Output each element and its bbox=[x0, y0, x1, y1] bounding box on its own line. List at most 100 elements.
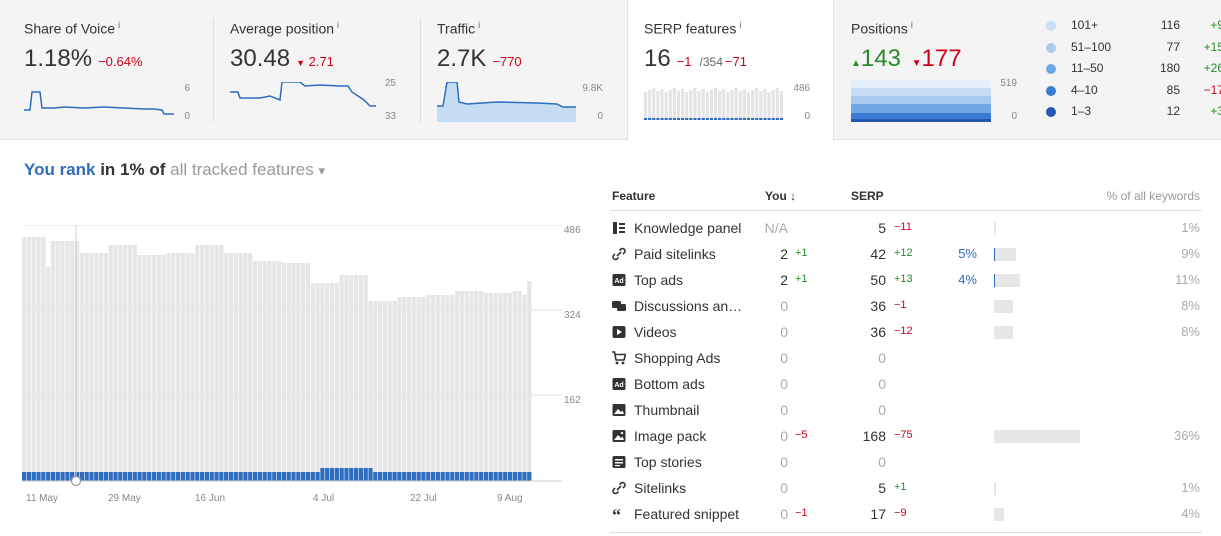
table-row[interactable]: Ad Top ads 2 +1 50 +13 4% 11% bbox=[610, 268, 1202, 294]
legend-item[interactable]: 101+ 116 +9 bbox=[1046, 18, 1221, 40]
you-count: 0 bbox=[780, 428, 788, 444]
you-percent: 4% bbox=[958, 272, 977, 287]
feature-name[interactable]: Knowledge panel bbox=[634, 220, 742, 236]
info-icon[interactable]: i bbox=[478, 20, 481, 30]
feature-name[interactable]: Videos bbox=[634, 324, 677, 340]
share-bar bbox=[994, 300, 1013, 313]
table-row[interactable]: Discussions an… 0 36 −1 8% bbox=[610, 294, 1202, 320]
table-row[interactable]: Thumbnail 0 0 bbox=[610, 398, 1202, 424]
you-rank-bar bbox=[127, 472, 133, 481]
serp-total-bar bbox=[406, 297, 412, 481]
table-row[interactable]: Knowledge panel N/A 5 −11 1% bbox=[610, 216, 1202, 242]
legend-item[interactable]: 11–50 180 +26 bbox=[1046, 61, 1221, 83]
svg-text:Ad: Ad bbox=[614, 382, 623, 389]
serp-delta: +13 bbox=[894, 273, 913, 285]
col-serp-header[interactable]: SERP bbox=[851, 189, 884, 203]
serp-total-bar bbox=[286, 263, 291, 481]
info-icon[interactable]: i bbox=[337, 20, 340, 30]
serp-total-bar bbox=[421, 297, 426, 481]
serp-total-bar bbox=[450, 295, 455, 481]
col-you-header[interactable]: You ↓ bbox=[765, 189, 796, 203]
feature-name[interactable]: Paid sitelinks bbox=[634, 246, 716, 262]
you-delta: −5 bbox=[795, 429, 808, 441]
sov-axis-bottom: 0 bbox=[184, 111, 190, 122]
positions-card[interactable]: Positions i ▲143 ▼177 519 0 bbox=[835, 0, 1221, 140]
table-row[interactable]: Videos 0 36 −12 8% bbox=[610, 320, 1202, 346]
legend-dot bbox=[1046, 64, 1056, 74]
serp-mini-bar bbox=[664, 92, 668, 120]
serp-total-bar bbox=[195, 245, 200, 481]
you-rank-bar bbox=[161, 472, 166, 481]
serp-features-chart[interactable]: 486 324 162 11 May 29 May 16 Jun 4 Jul 22 Jul 9 … bbox=[22, 225, 582, 510]
you-rank-bar bbox=[89, 472, 94, 481]
serp-mini-you-bar bbox=[779, 118, 783, 120]
feature-name[interactable]: Image pack bbox=[634, 428, 707, 444]
feature-name[interactable]: Sitelinks bbox=[634, 480, 687, 496]
table-row[interactable]: “ Featured snippet 0 −1 17 −9 4% bbox=[610, 502, 1202, 528]
you-count: 2 bbox=[780, 246, 788, 262]
traffic-sparkline bbox=[437, 82, 576, 122]
feature-name[interactable]: Bottom ads bbox=[634, 376, 705, 392]
serp-total-bar bbox=[267, 261, 272, 481]
serp-total-bar bbox=[228, 253, 234, 481]
x-tick-label: 9 Aug bbox=[497, 493, 523, 504]
table-row[interactable]: Sitelinks 0 5 +1 1% bbox=[610, 476, 1202, 502]
table-row[interactable]: Paid sitelinks 2 +1 42 +12 5% 9% bbox=[610, 242, 1202, 268]
keyword-percent: 1% bbox=[1181, 480, 1200, 495]
you-rank-bar bbox=[113, 472, 118, 481]
features-filter-label: all tracked features bbox=[170, 160, 314, 179]
feature-name[interactable]: Thumbnail bbox=[634, 402, 700, 418]
share-bar bbox=[994, 430, 1080, 443]
feature-name[interactable]: Discussions an… bbox=[634, 298, 743, 314]
serp-mini-bar bbox=[771, 90, 775, 120]
you-rank-bar bbox=[349, 468, 354, 481]
average-position-card[interactable]: Average position i 30.48 ▼ 2.71 25 33 bbox=[214, 0, 420, 140]
serp-mini-you-bar bbox=[709, 118, 713, 120]
you-rank-bar bbox=[190, 472, 195, 481]
info-icon[interactable]: i bbox=[739, 20, 742, 30]
table-row[interactable]: Ad Bottom ads 0 0 bbox=[610, 372, 1202, 398]
serp-mini-you-bar bbox=[759, 118, 763, 120]
serp-features-card[interactable]: SERP features i 16 −1/354 −71 486 0 bbox=[627, 0, 834, 141]
y-tick-label: 486 bbox=[564, 225, 581, 236]
keyword-percent: 9% bbox=[1181, 246, 1200, 261]
legend-item[interactable]: 1–3 12 +3 bbox=[1046, 104, 1221, 126]
share-of-voice-card[interactable]: Share of Voice i 1.18% −0.64% 6 0 bbox=[8, 0, 213, 140]
legend-item[interactable]: 51–100 77 +15 bbox=[1046, 40, 1221, 62]
x-tick-label: 4 Jul bbox=[313, 493, 334, 504]
serp-mini-you-bar bbox=[693, 118, 697, 120]
traffic-card[interactable]: Traffic i 2.7K −770 9.8K 0 bbox=[421, 0, 626, 140]
you-rank-bar bbox=[286, 472, 291, 481]
you-rank-bar bbox=[248, 472, 253, 481]
feature-name[interactable]: Top ads bbox=[634, 272, 684, 288]
info-icon[interactable]: i bbox=[910, 20, 913, 30]
col-pct-header[interactable]: % of all keywords bbox=[1106, 189, 1200, 203]
feature-name[interactable]: Shopping Ads bbox=[634, 350, 721, 366]
serp-mini-bar bbox=[644, 92, 648, 120]
you-rank-bar bbox=[474, 472, 479, 481]
image-pack-icon bbox=[612, 430, 626, 442]
col-feature-header[interactable]: Feature bbox=[612, 189, 656, 203]
serp-total-bar bbox=[305, 263, 311, 481]
table-row[interactable]: Image pack 0 −5 168 −75 36% bbox=[610, 424, 1202, 450]
serp-mini-you-bar bbox=[722, 118, 726, 120]
table-row[interactable]: Top stories 0 0 bbox=[610, 450, 1202, 476]
feature-name[interactable]: Top stories bbox=[634, 454, 702, 470]
cursor-handle-icon bbox=[70, 475, 82, 487]
share-bar bbox=[994, 274, 1020, 287]
you-rank-bar bbox=[171, 472, 176, 481]
feature-name[interactable]: Featured snippet bbox=[634, 506, 740, 522]
serp-total-bar bbox=[151, 255, 157, 481]
info-icon[interactable]: i bbox=[118, 20, 121, 30]
legend-item[interactable]: 4–10 85 −17 bbox=[1046, 83, 1221, 105]
serp-mini-you-bar bbox=[681, 118, 685, 120]
you-rank-bar bbox=[450, 472, 455, 481]
table-row[interactable]: Shopping Ads 0 0 bbox=[610, 346, 1202, 372]
serp-count: 17 bbox=[870, 506, 886, 522]
serp-total-bar bbox=[147, 255, 152, 481]
you-rank-bar bbox=[55, 472, 60, 481]
features-filter-dropdown[interactable]: all tracked features ▾ bbox=[170, 160, 325, 179]
you-rank-bar bbox=[224, 472, 229, 481]
serp-total-bar bbox=[320, 283, 325, 481]
share-bar bbox=[994, 482, 996, 495]
